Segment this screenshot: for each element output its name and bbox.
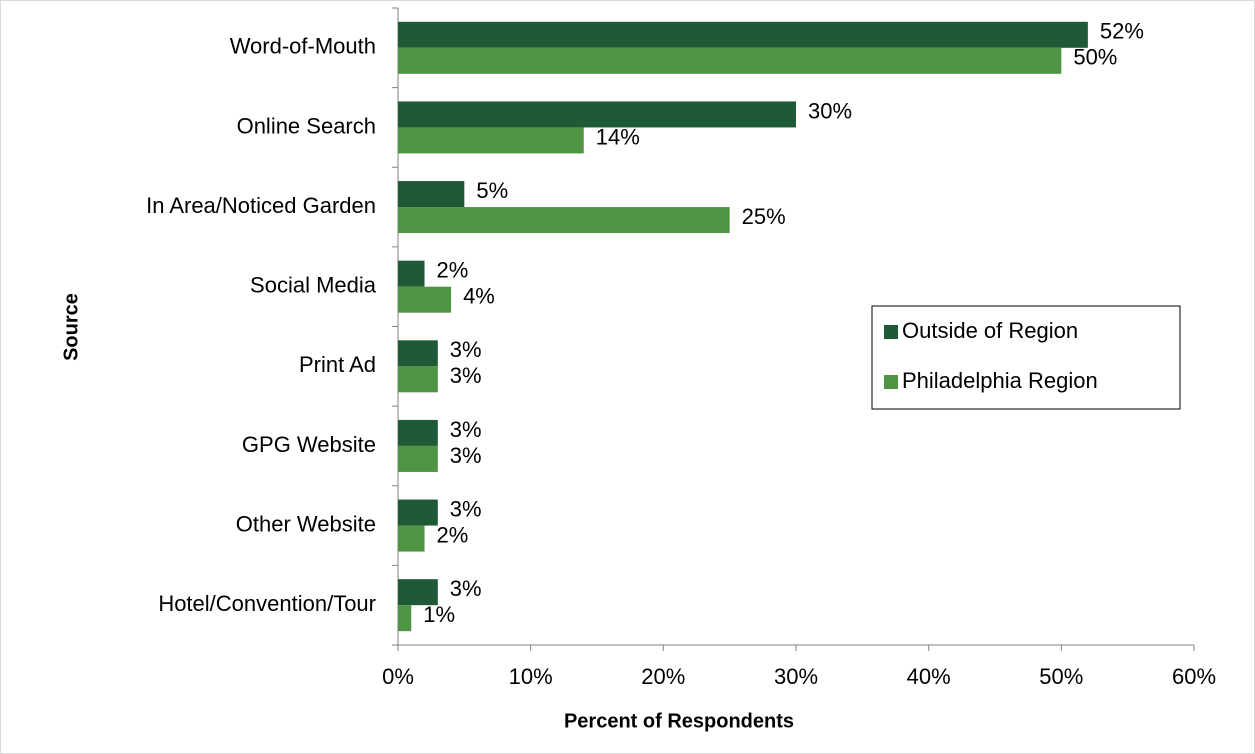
data-label: 52% [1100, 19, 1144, 44]
legend-swatch [884, 375, 898, 389]
y-tick-label: In Area/Noticed Garden [146, 193, 376, 218]
bar [398, 47, 1062, 74]
x-tick-label: 30% [774, 664, 818, 689]
data-label: 50% [1073, 45, 1117, 70]
bar [398, 445, 438, 472]
y-tick-label: Hotel/Convention/Tour [158, 591, 376, 616]
y-tick-label: Other Website [236, 511, 376, 536]
bar [398, 366, 438, 393]
bar [398, 127, 584, 154]
bar [398, 499, 438, 526]
data-label: 14% [596, 124, 640, 149]
bar [398, 21, 1088, 48]
data-label: 30% [808, 98, 852, 123]
bar [398, 260, 425, 287]
legend-label: Outside of Region [902, 318, 1078, 343]
data-label: 3% [450, 443, 482, 468]
y-tick-label: Social Media [250, 273, 377, 298]
y-axis-title: Source [60, 293, 82, 361]
data-label: 1% [423, 602, 455, 627]
x-tick-label: 20% [641, 664, 685, 689]
data-label: 3% [450, 496, 482, 521]
data-label: 3% [450, 417, 482, 442]
bar [398, 181, 465, 208]
data-label: 3% [450, 576, 482, 601]
x-axis-title: Percent of Respondents [564, 710, 794, 732]
legend-label: Philadelphia Region [902, 368, 1098, 393]
bar [398, 286, 452, 313]
data-label: 5% [476, 178, 508, 203]
data-label: 3% [450, 363, 482, 388]
data-label: 4% [463, 284, 495, 309]
x-tick-label: 0% [382, 664, 414, 689]
bar [398, 419, 438, 446]
y-tick-label: GPG Website [242, 432, 376, 457]
x-tick-label: 40% [907, 664, 951, 689]
legend-swatch [884, 325, 898, 339]
data-label: 3% [450, 337, 482, 362]
y-tick-label: Print Ad [299, 352, 376, 377]
x-tick-label: 50% [1039, 664, 1083, 689]
bar [398, 340, 438, 367]
legend-box [871, 305, 1181, 410]
bar [398, 605, 412, 632]
data-label: 25% [742, 204, 786, 229]
data-label: 2% [437, 258, 469, 283]
x-tick-label: 60% [1172, 664, 1216, 689]
y-tick-label: Online Search [237, 113, 376, 138]
bar [398, 207, 730, 234]
bar [398, 101, 796, 128]
data-label: 2% [437, 522, 469, 547]
bar [398, 525, 425, 552]
bar [398, 579, 438, 606]
x-tick-label: 10% [509, 664, 553, 689]
y-tick-label: Word-of-Mouth [230, 34, 376, 59]
